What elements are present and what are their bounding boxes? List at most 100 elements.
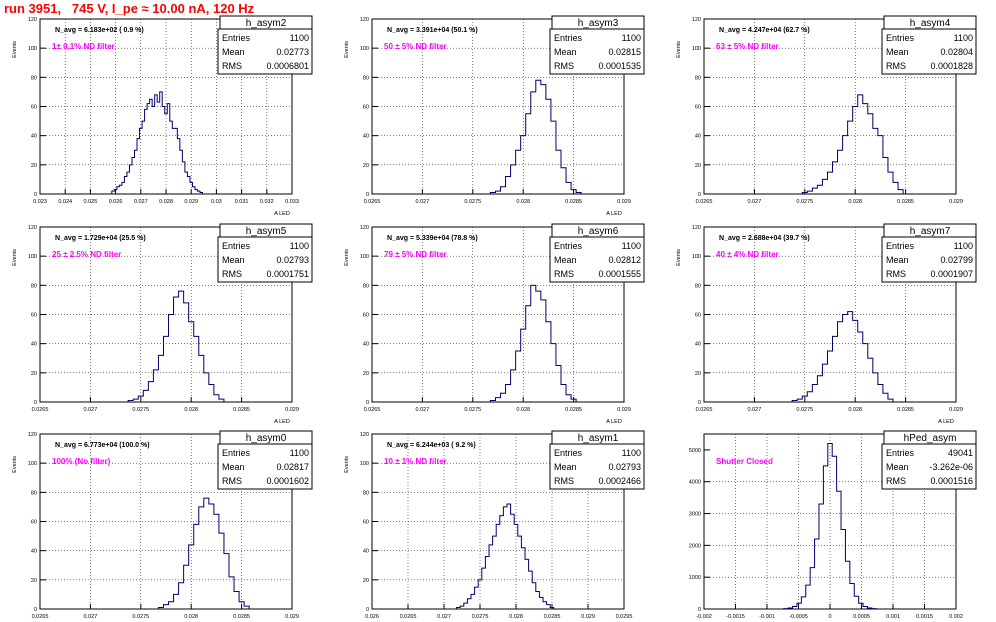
histogram-bin xyxy=(174,594,179,609)
stats-value-mean: 0.02799 xyxy=(940,255,973,265)
histogram-bin xyxy=(148,382,153,402)
stats-value-entries: 1100 xyxy=(622,33,641,43)
stats-value-mean: 0.02815 xyxy=(608,47,641,57)
histogram-name: h_asym7 xyxy=(910,226,951,237)
y-tick-label: 100 xyxy=(692,46,701,52)
histogram-panel-h_asym2: 0.023 0.024 0.025 0.026 0.027 0.028 0.029 0.03 0… xyxy=(12,15,313,217)
histogram-bin xyxy=(507,504,511,609)
histogram-bin xyxy=(500,516,504,609)
y-tick-label: 60 xyxy=(695,105,701,111)
y-tick-label: 120 xyxy=(28,225,37,231)
y-tick-label: 80 xyxy=(31,75,37,81)
y-tick-label: 0 xyxy=(366,607,369,613)
x-tick-label: 0.0285 xyxy=(233,614,250,620)
histogram-bin xyxy=(184,565,189,609)
stats-label-mean: Mean xyxy=(222,255,245,265)
navg-label: N_avg = 5.339e+04 (78.8 %) xyxy=(387,235,478,242)
x-tick-label: 0.026 xyxy=(365,614,379,620)
histogram-bin xyxy=(531,92,536,194)
histogram-panel-h_asym4: 0.0265 0.027 0.0275 0.028 0.0285 0.029 0 20 40 60… xyxy=(676,15,977,205)
y-tick-label: 40 xyxy=(695,134,701,140)
histogram-bin xyxy=(547,605,551,609)
x-tick-label: 0.028 xyxy=(509,614,523,620)
histogram-outline xyxy=(801,94,904,194)
histogram-bin xyxy=(172,128,175,194)
histogram-bin xyxy=(501,393,506,402)
histogram-bin xyxy=(850,584,854,609)
y-tick-label: 0 xyxy=(698,400,701,406)
stats-value-rms: 0.0001751 xyxy=(266,269,309,279)
stats-label-mean: Mean xyxy=(554,462,577,472)
histogram-bin xyxy=(536,592,540,610)
navg-label: N_avg = 6.773e+04 (100.0 %) xyxy=(55,442,150,449)
stats-value-entries: 1100 xyxy=(954,33,973,43)
x-tick-label: 0.023 xyxy=(33,199,47,205)
x-tick-label: 0.0275 xyxy=(796,407,813,413)
histogram-bin xyxy=(863,104,868,194)
x-tick-label: 0.0265 xyxy=(400,614,417,620)
stats-label-mean: Mean xyxy=(222,47,245,57)
histogram-bin xyxy=(214,514,219,609)
stats-label-rms: RMS xyxy=(222,269,242,279)
stats-label-entries: Entries xyxy=(554,33,583,43)
stats-label-mean: Mean xyxy=(886,255,909,265)
x-tick-label: -0.002 xyxy=(696,614,712,620)
histogram-bin xyxy=(888,172,893,194)
histogram-panel-h_asym7: 0.0265 0.027 0.0275 0.028 0.0285 0.029 0 20 40 60… xyxy=(676,223,977,425)
stats-value-mean: 0.02793 xyxy=(276,255,309,265)
stats-value-rms: 0.0001516 xyxy=(930,476,973,486)
histogram-bin xyxy=(838,150,843,194)
stats-box xyxy=(881,443,977,490)
histogram-bin xyxy=(812,385,817,403)
x-tick-label: 0.027 xyxy=(84,407,98,413)
stats-label-rms: RMS xyxy=(886,61,906,71)
x-tick-label: 0.0285 xyxy=(544,614,561,620)
histogram-bin xyxy=(169,315,174,403)
histogram-bin xyxy=(157,102,160,194)
histogram-outline xyxy=(157,497,250,609)
y-axis-label: Events xyxy=(676,41,682,58)
stats-label-rms: RMS xyxy=(554,61,574,71)
histogram-bin xyxy=(859,603,863,609)
stats-label-mean: Mean xyxy=(222,462,245,472)
histogram-bin xyxy=(841,529,845,609)
histogram-bin xyxy=(152,107,155,195)
histogram-panel-h_asym1: 0.026 0.0265 0.027 0.0275 0.028 0.0285 0.029 0.… xyxy=(344,430,645,620)
y-tick-label: 60 xyxy=(363,105,369,111)
stats-label-entries: Entries xyxy=(886,33,915,43)
x-tick-label: -0.0005 xyxy=(789,614,808,620)
histogram-bin xyxy=(806,585,810,609)
stats-label-rms: RMS xyxy=(554,476,574,486)
y-tick-label: 120 xyxy=(360,225,369,231)
histogram-bin xyxy=(878,385,883,403)
histogram-bin xyxy=(843,315,848,403)
x-tick-label: 0.0275 xyxy=(132,614,149,620)
histogram-bin xyxy=(566,182,571,194)
x-tick-label: 0.029 xyxy=(581,614,595,620)
histogram-bin xyxy=(204,373,209,402)
x-tick-label: 0.024 xyxy=(58,199,72,205)
y-tick-label: 60 xyxy=(363,520,369,526)
navg-label: N_avg = 2.688e+04 (39.7 %) xyxy=(719,235,810,242)
histogram-bin xyxy=(163,605,168,609)
histogram-bin xyxy=(503,507,507,609)
y-tick-label: 20 xyxy=(31,371,37,377)
stats-value-entries: 1100 xyxy=(622,448,641,458)
histogram-bin xyxy=(561,385,566,403)
histogram-bin xyxy=(179,291,184,402)
x-tick-label: 0.0015 xyxy=(916,614,933,620)
stats-label-entries: Entries xyxy=(886,448,915,458)
histogram-bin xyxy=(883,393,888,402)
histogram-bin xyxy=(525,559,529,609)
histogram-outline xyxy=(111,91,204,194)
stats-value-mean: 0.02812 xyxy=(608,255,641,265)
y-tick-label: 0 xyxy=(366,192,369,198)
stats-label-mean: Mean xyxy=(886,462,909,472)
histogram-bin xyxy=(546,322,551,402)
histogram-bin xyxy=(833,162,838,194)
x-axis-label: A LED xyxy=(606,419,622,425)
navg-label: N_avg = 6.244e+03 ( 9.2 %) xyxy=(387,442,476,449)
histogram-bin xyxy=(853,107,858,195)
stats-box xyxy=(549,236,645,283)
